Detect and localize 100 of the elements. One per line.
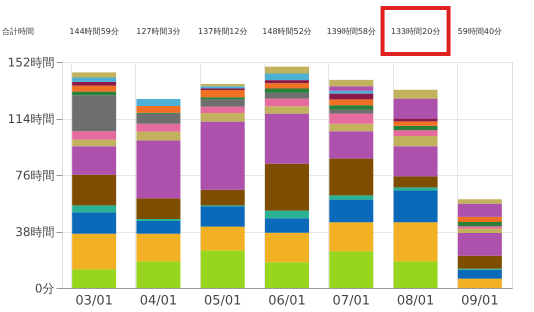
bar — [458, 199, 502, 204]
bar — [72, 92, 116, 96]
bar — [329, 90, 374, 94]
bar — [136, 124, 180, 132]
bar — [72, 269, 116, 288]
bar — [394, 98, 438, 119]
bar — [136, 261, 180, 288]
bar — [200, 106, 245, 113]
text: 137時間12分 — [198, 27, 248, 36]
bar — [200, 113, 245, 122]
bar — [136, 106, 180, 113]
bar — [72, 82, 116, 86]
bar — [72, 234, 116, 270]
bar — [458, 228, 502, 233]
bar — [394, 190, 438, 222]
bar — [265, 232, 309, 262]
text: 144時間59分 — [69, 27, 119, 36]
bar — [458, 278, 502, 288]
bar — [394, 126, 438, 130]
bar — [329, 114, 374, 124]
bar — [458, 270, 502, 279]
text: 148時間52分 — [262, 27, 312, 36]
bar — [200, 122, 245, 190]
bar — [265, 262, 309, 288]
bar — [200, 90, 245, 98]
y-tick-label: 114時間 — [8, 112, 54, 126]
bar — [72, 72, 116, 78]
bar — [265, 83, 309, 88]
bar — [458, 216, 502, 222]
text: 133時間20分 — [390, 27, 440, 36]
bar — [265, 98, 309, 106]
bar — [200, 250, 245, 288]
bar — [72, 205, 116, 212]
text: 127時間3分 — [136, 27, 181, 36]
bar — [72, 77, 116, 82]
bar — [200, 226, 245, 250]
bar — [394, 187, 438, 190]
x-tick-label: 06/01 — [268, 294, 306, 308]
bar — [394, 90, 438, 99]
y-tick-label: 0分 — [34, 282, 54, 296]
bar — [72, 86, 116, 92]
bar — [329, 105, 374, 110]
bar — [265, 218, 309, 233]
bar — [72, 131, 116, 140]
bar — [394, 118, 438, 122]
bar — [458, 232, 502, 256]
bar — [329, 110, 374, 114]
bar — [458, 222, 502, 226]
bar — [136, 132, 180, 140]
bar — [329, 80, 374, 86]
bar — [394, 261, 438, 288]
bar — [329, 99, 374, 106]
bar — [329, 131, 374, 159]
text: 59時間40分 — [458, 27, 502, 36]
x-tick-label: 04/01 — [140, 294, 178, 308]
y-tick-label: 152時間 — [8, 56, 54, 70]
text: 139時間58分 — [326, 27, 376, 36]
bar — [200, 206, 245, 227]
y-tick-label: 76時間 — [15, 168, 54, 182]
bar — [458, 256, 502, 269]
bar — [329, 200, 374, 222]
bar — [200, 190, 245, 206]
text: 合計時間 — [2, 27, 34, 36]
bar — [136, 234, 180, 262]
bar — [329, 251, 374, 288]
bar — [265, 114, 309, 164]
x-tick-label: 09/01 — [461, 294, 499, 308]
bar — [394, 176, 438, 188]
y-tick-label: 38時間 — [15, 225, 54, 239]
bar — [136, 114, 180, 124]
bar — [72, 95, 116, 132]
x-tick-label: 08/01 — [396, 294, 434, 308]
bar — [265, 92, 309, 99]
bar — [136, 220, 180, 234]
bar — [329, 124, 374, 132]
x-tick-label: 03/01 — [75, 294, 113, 308]
bar — [72, 146, 116, 175]
bar — [136, 198, 180, 220]
bar — [394, 121, 438, 126]
bar — [265, 66, 309, 74]
bar — [394, 130, 438, 136]
bar — [394, 136, 438, 146]
bar — [265, 106, 309, 114]
bar — [265, 80, 309, 84]
bar — [329, 86, 374, 91]
bar — [394, 222, 438, 262]
bar — [72, 212, 116, 234]
bar — [72, 140, 116, 146]
bar — [265, 164, 309, 211]
bar — [200, 99, 245, 107]
bar — [394, 146, 438, 176]
bar — [265, 73, 309, 80]
bar — [329, 158, 374, 196]
bar — [136, 99, 180, 106]
bar — [136, 140, 180, 198]
bar — [72, 174, 116, 206]
x-tick-label: 05/01 — [204, 294, 242, 308]
bar — [329, 222, 374, 252]
bar — [265, 210, 309, 218]
bar — [458, 204, 502, 217]
